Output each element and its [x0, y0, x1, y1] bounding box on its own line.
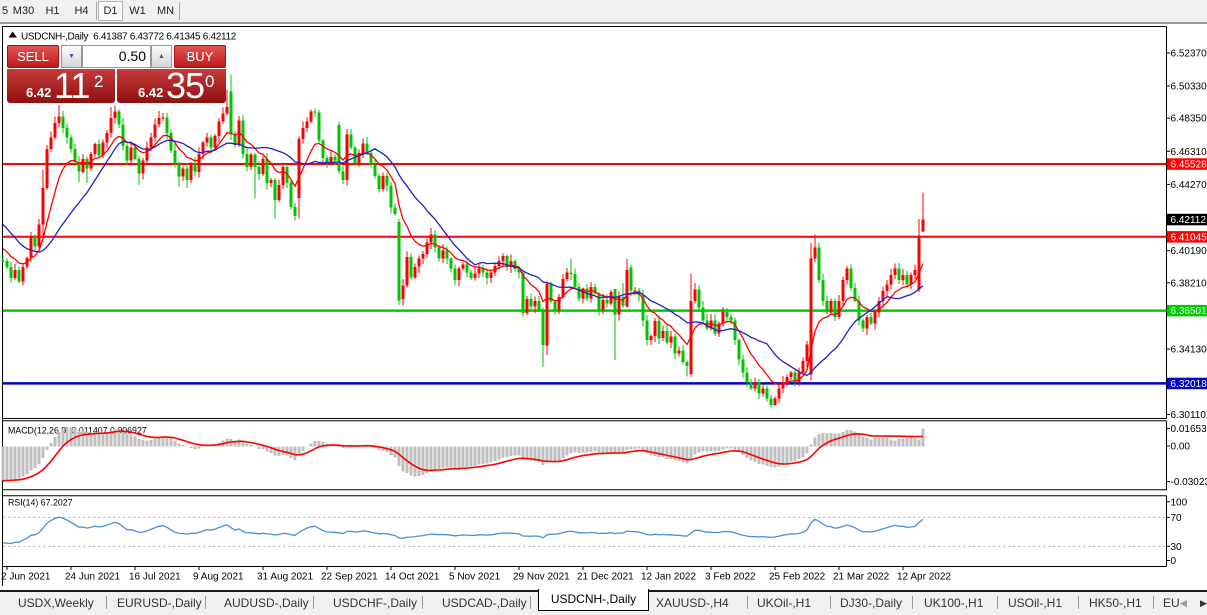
- svg-text:6.40190: 6.40190: [1171, 246, 1207, 257]
- svg-text:6.50330: 6.50330: [1171, 82, 1207, 93]
- svg-text:3 Feb 2022: 3 Feb 2022: [705, 572, 756, 583]
- svg-text:22 Sep 2021: 22 Sep 2021: [321, 572, 378, 583]
- svg-text:9 Aug 2021: 9 Aug 2021: [193, 572, 244, 583]
- svg-text:6.42112: 6.42112: [1171, 215, 1207, 226]
- svg-text:2 Jun 2021: 2 Jun 2021: [1, 572, 51, 583]
- svg-text:6.48350: 6.48350: [1171, 114, 1207, 125]
- svg-text:12 Apr 2022: 12 Apr 2022: [897, 572, 951, 583]
- svg-text:70: 70: [1171, 513, 1183, 524]
- svg-text:21 Dec 2021: 21 Dec 2021: [577, 572, 634, 583]
- svg-text:31 Aug 2021: 31 Aug 2021: [257, 572, 314, 583]
- svg-text:6.34130: 6.34130: [1171, 345, 1207, 356]
- svg-text:21 Mar 2022: 21 Mar 2022: [833, 572, 890, 583]
- svg-text:MACD(12,26,9) 0.011407 0.00692: MACD(12,26,9) 0.011407 0.006927: [8, 426, 147, 436]
- svg-text:24 Jun 2021: 24 Jun 2021: [65, 572, 120, 583]
- svg-text:14 Oct 2021: 14 Oct 2021: [385, 572, 440, 583]
- svg-text:USDCNH-,Daily 6.41387 6.43772: USDCNH-,Daily 6.41387 6.43772 6.41345 6.…: [21, 32, 237, 43]
- svg-text:16 Jul 2021: 16 Jul 2021: [129, 572, 181, 583]
- svg-text:-0.03023: -0.03023: [1171, 477, 1207, 488]
- svg-text:6.32018: 6.32018: [1171, 379, 1207, 390]
- svg-text:100: 100: [1171, 497, 1188, 508]
- svg-text:0.00: 0.00: [1171, 442, 1191, 453]
- svg-text:6.30110: 6.30110: [1171, 410, 1207, 421]
- svg-text:29 Nov 2021: 29 Nov 2021: [513, 572, 570, 583]
- svg-text:6.44270: 6.44270: [1171, 180, 1207, 191]
- svg-text:6.46310: 6.46310: [1171, 147, 1207, 158]
- svg-text:RSI(14) 67.2027: RSI(14) 67.2027: [8, 498, 73, 508]
- svg-text:5 Nov 2021: 5 Nov 2021: [449, 572, 501, 583]
- svg-text:6.45528: 6.45528: [1171, 160, 1207, 171]
- svg-text:0: 0: [1171, 556, 1177, 567]
- svg-text:6.41045: 6.41045: [1171, 232, 1207, 243]
- svg-text:6.52370: 6.52370: [1171, 48, 1207, 59]
- svg-text:6.36501: 6.36501: [1171, 306, 1207, 317]
- svg-text:30: 30: [1171, 542, 1183, 553]
- svg-text:25 Feb 2022: 25 Feb 2022: [769, 572, 826, 583]
- svg-text:0.01653: 0.01653: [1171, 424, 1207, 435]
- svg-text:12 Jan 2022: 12 Jan 2022: [641, 572, 696, 583]
- svg-text:6.38210: 6.38210: [1171, 278, 1207, 289]
